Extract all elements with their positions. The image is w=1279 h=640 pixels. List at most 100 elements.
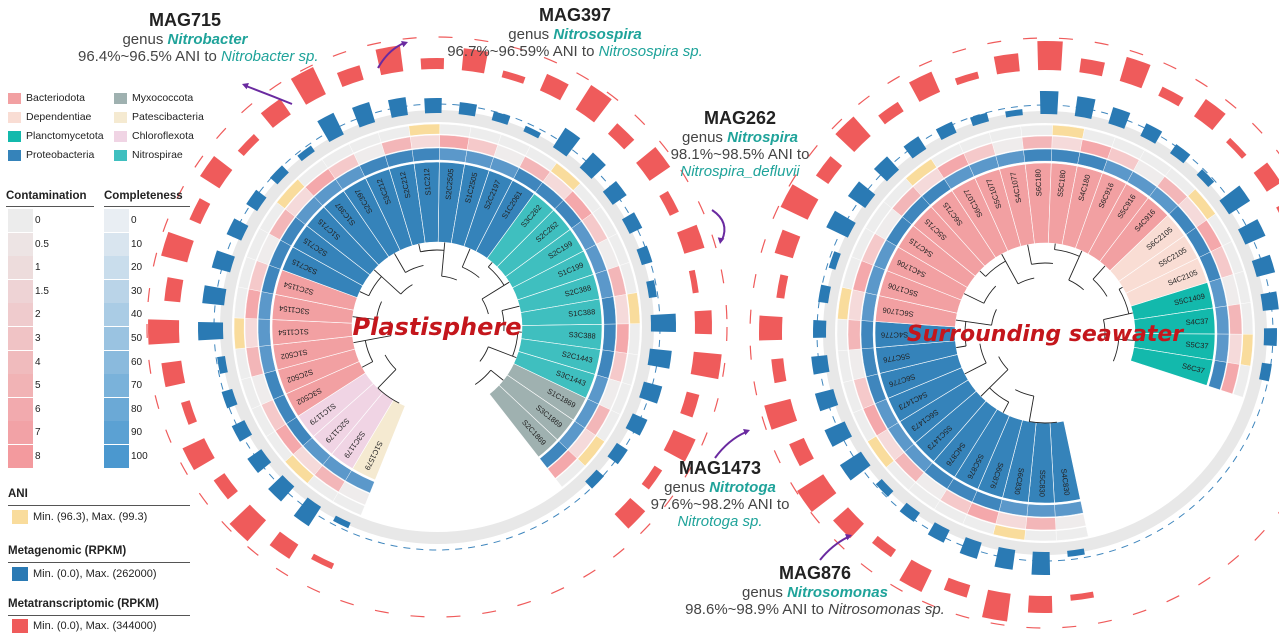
leaf-label: S1C212 [422,168,433,196]
contamination-scale-label: 4 [35,356,41,368]
metatranscriptomic-bar [1276,205,1279,213]
metagenomic-bar [1140,123,1163,144]
annotation-genus: Nitrobacter [167,31,248,48]
annotation-title: MAG715 [148,10,222,30]
completeness-title: Completeness [104,190,183,202]
metagenomic-bar [226,218,249,241]
annotation-ani: 98.1%~98.5% ANI to [670,146,810,163]
annotation-title: MAG397 [538,5,612,25]
phylum-legend-item: Chloroflexota [114,130,194,142]
contamination-scale-cell [8,445,33,468]
phylum-legend-item: Bacteriodota [8,92,85,104]
completeness-cell [602,323,617,352]
metatranscriptomic-bar [1119,56,1151,89]
ani-swatch [12,510,28,524]
contamination-scale-cell [8,421,33,445]
metatranscriptomic-bar [420,58,445,70]
contamination-title: Contamination [6,190,87,202]
metagenomic-bar [1031,551,1051,575]
phylum-swatch [114,130,127,142]
metagenomic-bar [927,522,950,543]
contamination-cell [847,319,861,351]
metagenomic-bar [1169,144,1191,164]
metatranscriptomic-bar [690,351,722,380]
contamination-cell [244,318,259,349]
tree-branch [1092,265,1106,280]
tree-branch [991,309,997,326]
tree-branch [461,248,471,268]
metagenomic-rule [8,562,190,563]
annotation-reference: Nitrobacter sp. [221,48,319,65]
metatranscriptomic-bar [1158,86,1184,107]
metatranscriptomic-bar [336,65,364,87]
tree-branch [353,335,391,344]
contamination-cell [439,134,470,150]
annotation-genus: Nitrospira [727,129,798,146]
metatranscriptomic-bar [688,269,699,294]
metagenomic-bar [552,127,581,157]
metatranscriptomic-bar [677,224,705,254]
tree-branch [389,321,392,336]
annotation-genus-prefix: genus [664,479,710,496]
metatranscriptomic-bar [789,437,814,467]
tree-branch [983,285,997,304]
tree-branch [481,281,510,300]
annotation-ani: 97.6%~98.2% ANI to [650,496,790,513]
leaf-label: S3C388 [568,330,596,341]
annotation-genus-prefix: genus [742,584,788,601]
tree-branch [1118,338,1135,341]
annotation-genus: Nitrosomonas [787,584,888,601]
completeness-scale-cell [104,209,129,232]
metagenomic-bar [297,145,315,162]
metagenomic-bar [828,251,841,270]
metagenomic-bar [293,497,322,527]
metagenomic-bar [647,348,672,369]
metatranscriptomic-bar [200,155,233,189]
metagenomic-bar [1108,107,1131,129]
metagenomic-bar [639,381,663,404]
tree-branch [490,369,504,381]
tree-branch [1103,319,1106,339]
metagenomic-bar [387,97,408,118]
tree-branch [1028,395,1035,422]
annotation-ani: 96.7%~96.59% ANI to [447,43,599,60]
leaf-label: S5C180 [1056,169,1068,197]
tree-branch [1017,277,1035,285]
phylum-swatch [8,130,21,142]
annotation-arrow [819,536,849,561]
metagenomic-bar [875,478,894,497]
contamination-scale-cell [8,256,33,280]
phylum-swatch [114,111,127,123]
metagenomic-bar [1238,219,1266,245]
completeness-scale-cell [104,374,129,398]
metatranscriptomic-bar [1226,137,1247,159]
leaf-label: S6C1706 [882,305,914,318]
tree-title: Surrounding seawater [907,322,1184,347]
metatranscriptomic-bar [229,504,267,542]
metatranscriptomic-bar [290,67,326,105]
ani-cell [408,123,441,137]
tree-branch [980,369,1009,397]
metagenomic-bar [650,313,676,333]
completeness-scale-cell [104,232,129,256]
annotation-title: MAG876 [778,563,852,583]
metagenomic-bar [1005,109,1023,118]
leaf-label: S4C776 [881,330,908,339]
metagenomic-bar [1067,548,1085,557]
tree-branch [487,262,493,268]
metatranscriptomic-bar [878,101,904,125]
completeness-cell [1054,501,1084,517]
metatranscriptomic-bar [993,53,1020,75]
tree-branch [964,362,987,375]
metatranscriptomic-bar [771,358,787,384]
contamination-cell [614,294,630,325]
contamination-cell [1227,303,1243,335]
contamination-scale-cell [8,397,33,421]
completeness-cell [539,440,568,469]
tree-branch [1027,244,1032,265]
completeness-scale-label: 70 [131,380,143,392]
contamination-scale-cell [8,232,33,256]
metagenomic-bar [811,355,830,375]
metagenomic-bar [585,469,604,489]
contamination-scale-label: 0.5 [35,238,49,250]
